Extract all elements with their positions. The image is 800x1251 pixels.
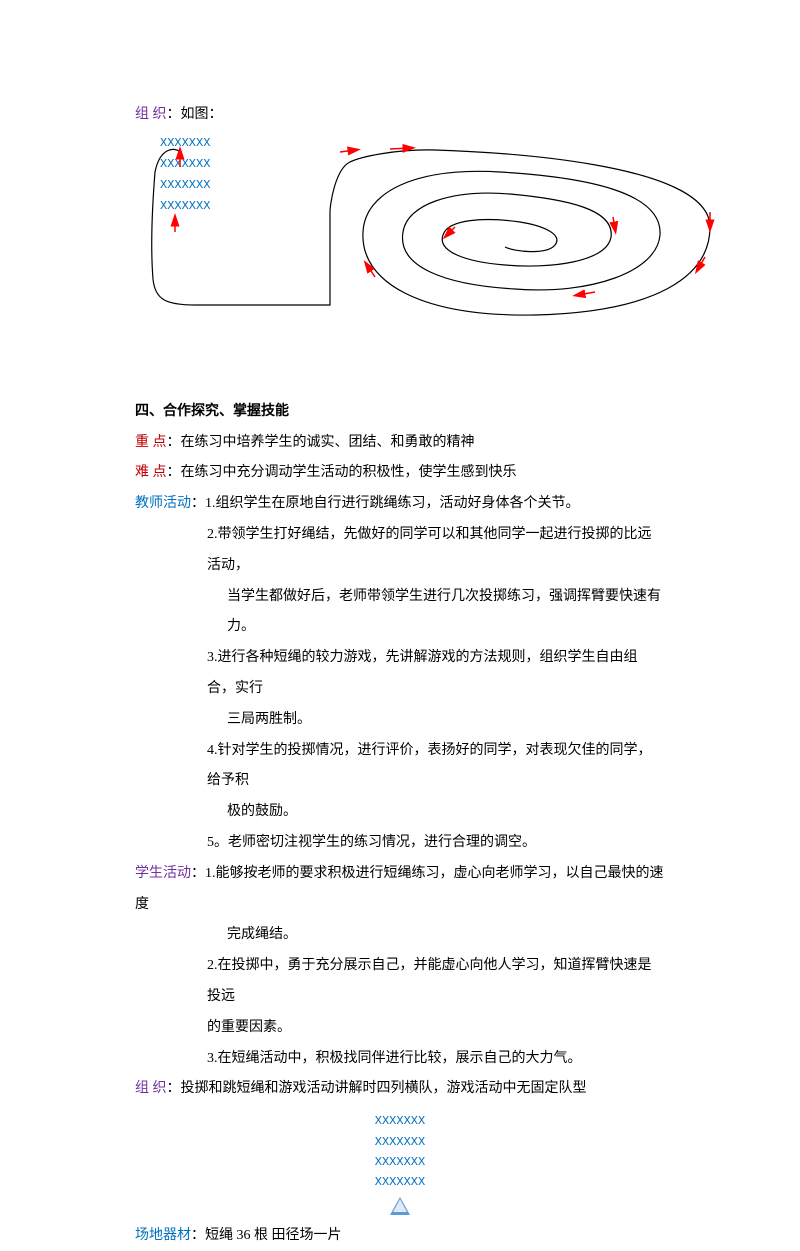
organize-top-line: 组 织：如图： [135, 100, 665, 131]
diff-point-text: ：在练习中充分调动学生活动的积极性，使学生感到快乐 [167, 465, 517, 480]
organize-text: ：投掷和跳短绳和游戏活动讲解时四列横队，游戏活动中无固定队型 [167, 1081, 587, 1096]
xb-row-2: XXXXXXX [135, 1132, 665, 1152]
organize-top-text: ：如图： [167, 107, 223, 122]
section-four-heading: 四、合作探究、掌握技能 [135, 397, 665, 428]
teacher-line-1: 教师活动：1.组织学生在原地自行进行跳绳练习，活动好身体各个关节。 [135, 489, 665, 520]
formation-bottom-block: XXXXXXX XXXXXXX XXXXXXX XXXXXXX [135, 1111, 665, 1215]
student-item-3: 3.在短绳活动中，积极找同伴进行比较，展示自己的大力气。 [135, 1044, 665, 1075]
student-line-1: 学生活动：1.能够按老师的要求积极进行短绳练习，虚心向老师学习，以自己最快的速度 [135, 859, 665, 921]
teacher-item-3: 3.进行各种短绳的较力游戏，先讲解游戏的方法规则，组织学生自由组合，实行 [135, 643, 665, 705]
x-row-1: XXXXXXX [160, 133, 665, 154]
x-row-3: XXXXXXX [160, 175, 665, 196]
student-label: 学生活动 [135, 866, 191, 881]
student-item-1b: 完成绳结。 [135, 920, 665, 951]
diagram-spacer [135, 217, 665, 397]
x-row-2: XXXXXXX [160, 154, 665, 175]
x-row-4: XXXXXXX [160, 196, 665, 217]
diff-point-label: 难 点 [135, 465, 167, 480]
organize-top-label: 组 织 [135, 107, 167, 122]
key-point-label: 重 点 [135, 435, 167, 450]
teacher-item-4b: 极的鼓励。 [135, 797, 665, 828]
equipment-line: 场地器材：短绳 36 根 田径场一片 [135, 1221, 665, 1251]
equipment-label: 场地器材 [135, 1228, 191, 1243]
teacher-item-1: ：1.组织学生在原地自行进行跳绳练习，活动好身体各个关节。 [191, 496, 580, 511]
teacher-item-2: 2.带领学生打好绳结，先做好的同学可以和其他同学一起进行投掷的比远活动， [135, 520, 665, 582]
teacher-item-2b: 当学生都做好后，老师带领学生进行几次投掷练习，强调挥臂要快速有力。 [135, 582, 665, 644]
xb-row-4: XXXXXXX [135, 1172, 665, 1192]
key-point-text: ：在练习中培养学生的诚实、团结、和勇敢的精神 [167, 435, 475, 450]
teacher-item-5: 5。老师密切注视学生的练习情况，进行合理的调空。 [135, 828, 665, 859]
teacher-item-3b: 三局两胜制。 [135, 705, 665, 736]
organize-line: 组 织：投掷和跳短绳和游戏活动讲解时四列横队，游戏活动中无固定队型 [135, 1074, 665, 1105]
equipment-text: ：短绳 36 根 田径场一片 [191, 1228, 342, 1243]
formation-top-block: XXXXXXX XXXXXXX XXXXXXX XXXXXXX [160, 133, 665, 217]
xb-row-3: XXXXXXX [135, 1152, 665, 1172]
diff-point-line: 难 点：在练习中充分调动学生活动的积极性，使学生感到快乐 [135, 458, 665, 489]
key-point-line: 重 点：在练习中培养学生的诚实、团结、和勇敢的精神 [135, 428, 665, 459]
teacher-item-4: 4.针对学生的投掷情况，进行评价，表扬好的同学，对表现欠佳的同学，给予积 [135, 736, 665, 798]
student-item-1: ：1.能够按老师的要求积极进行短绳练习，虚心向老师学习，以自己最快的速度 [135, 866, 664, 912]
teacher-label: 教师活动 [135, 496, 191, 511]
xb-row-1: XXXXXXX [135, 1111, 665, 1131]
student-item-2: 2.在投掷中，勇于充分展示自己，并能虚心向他人学习，知道挥臂快速是投远 [135, 951, 665, 1013]
triangle-icon [390, 1197, 410, 1215]
student-item-2b: 的重要因素。 [135, 1013, 665, 1044]
organize-label: 组 织 [135, 1081, 167, 1096]
